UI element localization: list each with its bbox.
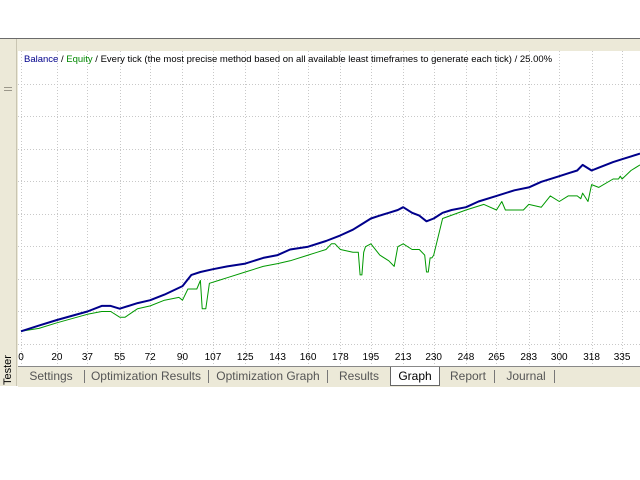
legend-equity: Equity (66, 54, 92, 65)
x-tick-label: 20 (51, 352, 62, 363)
tab-optimization-graph[interactable]: Optimization Graph (211, 367, 325, 386)
tab-optimization-results[interactable]: Optimization Results (86, 367, 206, 386)
x-tick-label: 160 (300, 352, 317, 363)
grip-icon[interactable] (4, 87, 12, 91)
x-tick-label: 335 (614, 352, 631, 363)
tester-side-strip[interactable] (0, 39, 17, 386)
x-tick-label: 283 (520, 352, 537, 363)
legend-separator: / (512, 54, 520, 65)
tester-tabs: Settings Optimization Results Optimizati… (18, 366, 640, 387)
tab-journal[interactable]: Journal (498, 367, 554, 386)
model-description: Every tick (the most precise method base… (101, 54, 512, 65)
x-tick-label: 0 (18, 352, 24, 363)
tab-results[interactable]: Results (332, 367, 386, 386)
tab-settings[interactable]: Settings (20, 367, 82, 386)
x-tick-label: 107 (205, 352, 222, 363)
legend-balance: Balance (24, 54, 58, 65)
tab-graph[interactable]: Graph (390, 367, 440, 386)
tab-divider (554, 370, 555, 383)
x-tick-label: 230 (425, 352, 442, 363)
x-tick-label: 300 (551, 352, 568, 363)
modelling-quality: 25.00% (520, 54, 552, 65)
x-tick-label: 248 (458, 352, 475, 363)
x-tick-label: 318 (583, 352, 600, 363)
upper-window-area (0, 0, 640, 38)
tab-divider (208, 370, 209, 383)
x-tick-label: 90 (177, 352, 188, 363)
x-tick-label: 37 (82, 352, 93, 363)
tab-divider (494, 370, 495, 383)
tester-side-label: Tester (0, 350, 16, 390)
tab-report[interactable]: Report (444, 367, 492, 386)
tab-divider (84, 370, 85, 383)
x-tick-label: 178 (332, 352, 349, 363)
chart-header: Balance / Equity / Every tick (the most … (24, 54, 552, 66)
x-tick-label: 213 (395, 352, 412, 363)
x-tick-label: 55 (114, 352, 125, 363)
x-tick-label: 125 (237, 352, 254, 363)
x-tick-label: 143 (269, 352, 286, 363)
x-tick-label: 265 (488, 352, 505, 363)
x-tick-label: 72 (145, 352, 156, 363)
x-tick-label: 195 (363, 352, 380, 363)
tab-divider (327, 370, 328, 383)
graph-area: Balance / Equity / Every tick (the most … (18, 51, 640, 366)
equity-chart (18, 51, 640, 366)
legend-separator: / (93, 54, 101, 65)
chart-background (18, 51, 640, 366)
